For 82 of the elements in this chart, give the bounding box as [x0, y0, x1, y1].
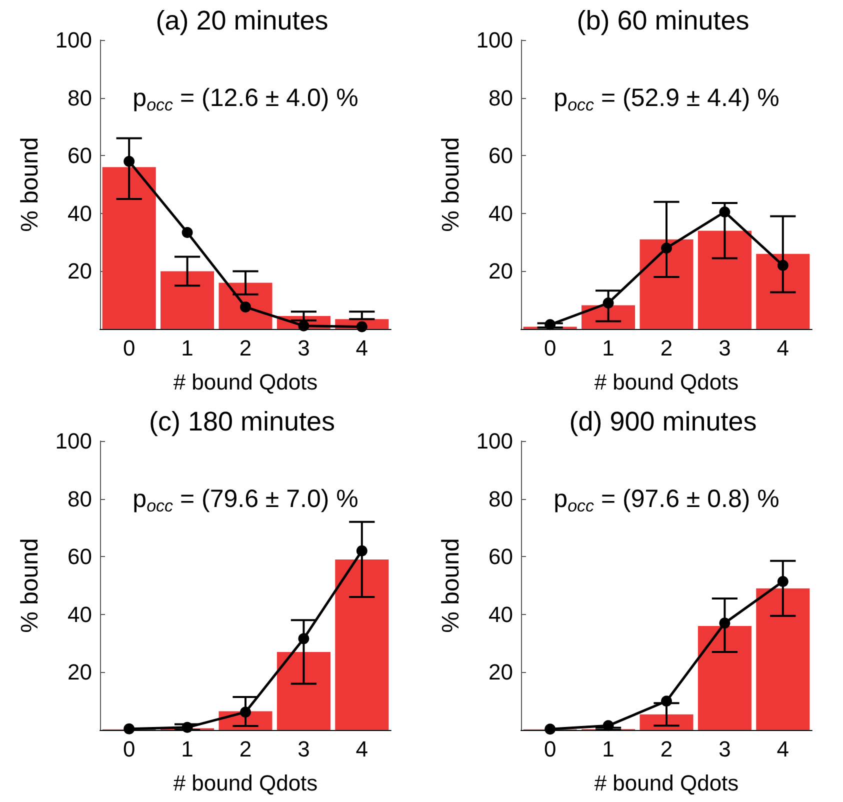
x-tick-label: 1 — [602, 736, 614, 762]
y-tick-label: 60 — [488, 143, 513, 168]
point — [124, 156, 135, 167]
x-tick-label: 2 — [660, 736, 673, 762]
point — [661, 696, 672, 707]
point — [298, 633, 310, 644]
point — [298, 320, 310, 332]
point — [124, 723, 135, 734]
x-tick-label: 4 — [356, 736, 368, 762]
point — [719, 206, 730, 218]
x-tick-label: 3 — [718, 736, 731, 762]
y-tick-label: 20 — [488, 660, 513, 685]
y-tick-label: 40 — [488, 602, 513, 627]
point — [661, 242, 672, 254]
point — [240, 302, 251, 313]
bar — [160, 271, 214, 329]
point — [182, 722, 193, 733]
y-axis-title: % bound — [16, 137, 44, 232]
point — [602, 297, 614, 308]
y-axis-title: % bound — [438, 137, 464, 232]
point — [777, 576, 788, 587]
y-tick-label: 60 — [68, 544, 92, 570]
y-axis-title: % bound — [438, 538, 464, 633]
x-tick-label: 4 — [776, 336, 790, 360]
point — [777, 260, 788, 271]
point — [602, 720, 614, 732]
point — [356, 321, 368, 332]
x-axis-title: # bound Qdots — [594, 370, 739, 394]
bar — [335, 559, 389, 730]
y-tick-label: 80 — [68, 85, 92, 110]
point — [544, 724, 556, 735]
point — [182, 226, 193, 238]
x-tick-label: 0 — [122, 336, 136, 360]
chart-title: (c) 180 minutes — [148, 406, 336, 436]
y-tick-label: 20 — [68, 258, 92, 284]
y-axis-title: % bound — [16, 538, 44, 633]
x-tick-label: 4 — [776, 736, 790, 762]
y-tick-label: 60 — [68, 143, 92, 168]
y-tick-label: 40 — [68, 200, 92, 226]
y-tick-label: 80 — [68, 486, 92, 512]
bar — [640, 714, 694, 730]
chart-title: (b) 60 minutes — [576, 6, 750, 36]
y-tick-label: 100 — [55, 28, 92, 52]
x-axis-title: # bound Qdots — [173, 370, 318, 394]
y-tick-label: 40 — [488, 200, 513, 226]
bar — [756, 588, 810, 730]
y-tick-label: 100 — [55, 428, 92, 454]
y-tick-label: 60 — [488, 544, 513, 570]
y-tick-label: 80 — [488, 85, 513, 110]
bar — [102, 167, 156, 329]
bar — [640, 239, 694, 329]
point — [544, 319, 556, 330]
point — [240, 706, 251, 718]
x-tick-label: 1 — [181, 736, 194, 762]
chart-title: (a) 20 minutes — [156, 6, 328, 36]
x-tick-label: 2 — [660, 336, 673, 360]
y-tick-label: 100 — [476, 428, 513, 454]
bar — [276, 652, 330, 730]
x-tick-label: 2 — [239, 736, 252, 762]
bar — [698, 230, 752, 329]
y-tick-label: 20 — [68, 660, 92, 685]
x-tick-label: 0 — [544, 336, 556, 360]
x-tick-label: 4 — [356, 336, 368, 360]
y-tick-label: 80 — [488, 486, 513, 512]
chart-title: (d) 900 minutes — [569, 406, 757, 436]
y-tick-label: 20 — [488, 258, 513, 284]
bar — [756, 254, 810, 329]
x-axis-title: # bound Qdots — [594, 770, 739, 796]
x-tick-label: 0 — [544, 736, 556, 762]
x-axis-title: # bound Qdots — [173, 770, 318, 796]
x-tick-label: 1 — [602, 336, 614, 360]
x-tick-label: 3 — [298, 736, 310, 762]
x-tick-label: 1 — [181, 336, 194, 360]
x-tick-label: 2 — [239, 336, 252, 360]
x-tick-label: 3 — [718, 336, 731, 360]
point — [356, 545, 368, 556]
y-tick-label: 100 — [476, 28, 513, 52]
x-tick-label: 3 — [298, 336, 310, 360]
x-tick-label: 0 — [122, 736, 136, 762]
bar — [698, 626, 752, 730]
point — [719, 618, 730, 629]
y-tick-label: 40 — [68, 602, 92, 627]
